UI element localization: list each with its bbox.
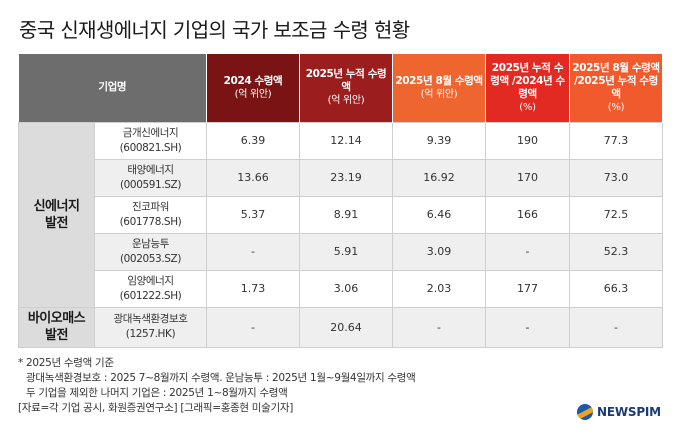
newspim-logo-icon [577,404,593,420]
header-ratio-cumulative: 2025년 누적 수령액 /2024년 수령액 (%) [485,54,570,122]
table-row: 운남능투 (002053.SZ) -5.91 3.09-52.3 [19,232,663,271]
company-cell: 금개신에너지 (600821.SH) [94,121,207,160]
value-2025-cumulative: 5.91 [299,232,393,271]
value-2025-aug: 3.09 [392,232,486,271]
value-ratio-cumulative: - [485,306,570,348]
company-code: (601778.SH) [119,215,182,228]
table-row: 바이오매스 발전 광대녹색환경보호 (1257.HK) -20.64- - - [18,306,663,348]
group-label: 신에너지 발전 [18,121,95,308]
company-name: 광대녹색환경보호 [113,313,188,325]
company-code: (1257.HK) [125,328,176,340]
company-code: (601222.SH) [119,289,182,302]
table-row: 신에너지 발전 금개신에너지 (600821.SH) 6.39 12.14 9.39 190 7… [18,121,663,308]
value-ratio-cumulative: - [485,232,570,271]
logo-text: NEWSPIM [597,405,661,419]
value-ratio-aug: 52.3 [569,232,663,271]
group-name: 신에너지 발전 [33,198,80,231]
footnote-other-periods: 두 기업을 제외한 나머지 기업은 : 2025년 1~8월까지 수령액 [26,387,288,399]
table-row: 진코파워 (601778.SH) 5.37 8.91 6.46 166 72.5 [19,195,663,234]
header-2024-amount: 2024 수령액 (억 위안) [206,54,300,122]
value-2025-cumulative: 20.64 [299,306,393,348]
footnote-basis: * 2025년 수령액 기준 [18,357,114,369]
value-2024: 6.39 [206,121,300,160]
value-2025-aug: 2.03 [392,269,486,308]
subsidy-table: 기업명 2024 수령액 (억 위안) 2025년 누적 수령액 (억 위안) 20… [18,54,663,348]
header-row: 기업명 2024 수령액 (억 위안) 2025년 누적 수령액 (억 위안) 20… [18,54,663,122]
company-cell: 운남능투 (002053.SZ) [94,232,207,271]
value-ratio-cumulative: 166 [485,195,570,234]
value-2024: - [206,232,300,271]
company-cell: 임양에너지 (601222.SH) [94,269,207,308]
company-name: 임양에너지 [127,274,174,287]
value-2025-cumulative: 12.14 [299,121,393,160]
company-cell: 진코파워 (601778.SH) [94,195,207,234]
group-name: 바이오매스 발전 [27,311,86,343]
value-ratio-cumulative: 177 [485,269,570,308]
page-title: 중국 신재생에너지 기업의 국가 보조금 수령 현황 [19,18,410,42]
value-2024: 1.73 [206,269,300,308]
value-2025-cumulative: 3.06 [299,269,393,308]
company-cell: 태양에너지 (000591.SZ) [94,158,207,197]
newspim-logo: NEWSPIM [577,404,661,420]
value-2025-aug: 9.39 [392,121,486,160]
table-row: 임양에너지 (601222.SH) 1.73 3.06 2.03 177 66.3 [19,269,663,308]
value-2025-aug: 16.92 [392,158,486,197]
value-2024: 13.66 [206,158,300,197]
table-row: 태양에너지 (000591.SZ) 13.66 23.19 16.92 170 73.0 [19,158,663,197]
value-ratio-aug: 72.5 [569,195,663,234]
value-2025-aug: 6.46 [392,195,486,234]
value-ratio-cumulative: 170 [485,158,570,197]
footnotes: * 2025년 수령액 기준 광대녹색환경보호 : 2025 7~8월까지 수령… [18,356,416,416]
value-ratio-aug: 73.0 [569,158,663,197]
value-2024: 5.37 [206,195,300,234]
value-2025-aug: - [392,306,486,348]
table-body: 신에너지 발전 금개신에너지 (600821.SH) 6.39 12.14 9.39 190 7… [18,121,663,348]
company-name: 운남능투 [131,237,170,250]
header-company: 기업명 [18,54,207,122]
value-2025-cumulative: 8.91 [299,195,393,234]
company-cell: 광대녹색환경보호 (1257.HK) [94,306,207,348]
value-2025-cumulative: 23.19 [299,158,393,197]
header-2025-aug: 2025년 8월 수령액 (억 위안) [392,54,486,122]
value-2024: - [206,306,300,348]
value-ratio-aug: 66.3 [569,269,663,308]
group-label: 바이오매스 발전 [18,306,95,348]
value-ratio-aug: 77.3 [569,121,663,160]
header-ratio-aug: 2025년 8월 수령액 /2025년 누적 수령액 (%) [569,54,663,122]
company-code: (600821.SH) [119,141,182,154]
company-name: 태양에너지 [127,163,174,176]
header-2025-cumulative: 2025년 누적 수령액 (억 위안) [299,54,393,122]
company-name: 금개신에너지 [122,126,179,139]
value-ratio-aug: - [569,306,663,348]
source-credit: [자료=각 기업 공시, 화원증권연구소] [그래픽=홍종현 미술기자] [18,402,294,414]
value-ratio-cumulative: 190 [485,121,570,160]
company-code: (002053.SZ) [119,252,182,265]
company-code: (000591.SZ) [119,178,182,191]
company-name: 진코파워 [131,200,170,213]
footnote-special-periods: 광대녹색환경보호 : 2025 7~8월까지 수령액. 운남능투 : 2025년… [26,372,416,384]
